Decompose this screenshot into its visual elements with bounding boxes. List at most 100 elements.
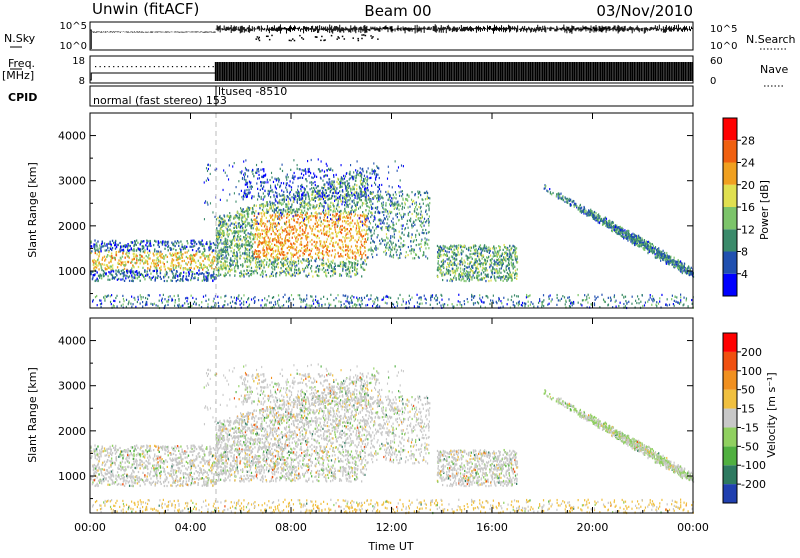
echo-cell [236, 227, 237, 229]
echo-cell [336, 208, 337, 210]
echo-cell [244, 178, 245, 180]
echo-cell [326, 192, 327, 194]
echo-cell [274, 219, 275, 221]
echo-cell [188, 271, 189, 273]
echo-cell [102, 257, 103, 259]
echo-cell [294, 268, 295, 270]
echo-cell [311, 265, 312, 267]
echo-cell [268, 230, 269, 232]
echo-cell [370, 222, 371, 224]
echo-cell [212, 259, 213, 261]
echo-cell [374, 196, 375, 198]
echo-cell [318, 185, 319, 187]
echo-cell [328, 255, 329, 257]
echo-cell [304, 201, 305, 203]
echo-cell [101, 263, 102, 265]
echo-cell [274, 266, 275, 268]
echo-cell [191, 270, 192, 272]
echo-cell [162, 243, 163, 245]
echo-cell [490, 248, 491, 250]
echo-cell [315, 197, 316, 199]
echo-cell [119, 242, 120, 244]
echo-cell [282, 170, 283, 172]
echo-cell [170, 268, 171, 270]
echo-cell [264, 259, 265, 261]
echo-cell [168, 249, 169, 251]
echo-cell [347, 214, 348, 216]
echo-cell [239, 248, 240, 250]
echo-cell [503, 269, 504, 271]
echo-cell [293, 217, 294, 219]
echo-cell [377, 174, 378, 176]
echo-cell [246, 237, 247, 239]
echo-cell [100, 250, 101, 252]
echo-cell [122, 278, 123, 280]
echo-cell [309, 207, 310, 209]
echo-cell [242, 265, 243, 267]
echo-cell [498, 245, 499, 247]
echo-cell [359, 198, 360, 200]
echo-cell [489, 266, 490, 268]
echo-cell [331, 189, 332, 191]
echo-cell [346, 245, 347, 247]
echo-cell [363, 180, 364, 182]
echo-cell [332, 181, 333, 183]
echo-cell [276, 241, 277, 243]
echo-cell [280, 168, 281, 170]
echo-cell [317, 222, 318, 224]
echo-cell [402, 228, 403, 230]
nave-tick-bottom: 0 [710, 76, 716, 87]
echo-cell [348, 186, 349, 188]
echo-cell [147, 246, 148, 248]
echo-cell [468, 257, 469, 259]
echo-cell [273, 222, 274, 224]
echo-cell [110, 265, 111, 267]
echo-cell [308, 198, 309, 200]
echo-cell [282, 203, 283, 205]
echo-cell [305, 267, 306, 269]
echo-cell [277, 257, 278, 259]
echo-cell [151, 279, 152, 281]
echo-cell [414, 257, 415, 259]
echo-cell [170, 265, 171, 267]
echo-cell [402, 208, 403, 210]
echo-cell [258, 258, 259, 260]
echo-cell [130, 245, 131, 247]
echo-cell [129, 275, 130, 277]
echo-cell [316, 213, 317, 215]
echo-cell [272, 226, 273, 228]
echo-cell [178, 258, 179, 260]
echo-cell [117, 266, 118, 268]
echo-cell [451, 264, 452, 266]
echo-cell [383, 214, 384, 216]
echo-cell [361, 236, 362, 238]
echo-cell [401, 232, 402, 234]
echo-cell [182, 278, 183, 280]
echo-cell [329, 194, 330, 196]
echo-cell [286, 230, 287, 232]
echo-cell [274, 216, 275, 218]
echo-cell [375, 224, 376, 226]
echo-cell [179, 280, 180, 282]
echo-cell [513, 249, 514, 251]
echo-cell [296, 272, 297, 274]
echo-cell [162, 240, 163, 242]
echo-cell [312, 228, 313, 230]
echo-cell [403, 216, 404, 218]
echo-cell [445, 260, 446, 262]
echo-cell [334, 188, 335, 190]
echo-cell [242, 252, 243, 254]
echo-cell [427, 198, 428, 200]
echo-cell [339, 231, 340, 233]
echo-cell [365, 240, 366, 242]
echo-cell [243, 270, 244, 272]
echo-cell [323, 267, 324, 269]
echo-cell [260, 220, 261, 222]
echo-cell [325, 272, 326, 274]
echo-cell [90, 240, 91, 242]
echo-cell [207, 267, 208, 269]
echo-cell [372, 240, 373, 242]
echo-cell [350, 251, 351, 253]
echo-cell [352, 219, 353, 221]
echo-cell [340, 198, 341, 200]
